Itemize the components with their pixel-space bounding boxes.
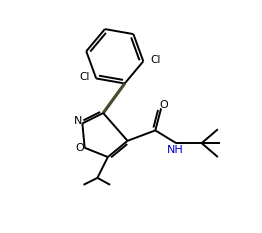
Text: O: O: [75, 143, 84, 153]
Text: Cl: Cl: [79, 72, 90, 82]
Text: N: N: [74, 116, 82, 126]
Text: Cl: Cl: [150, 55, 161, 65]
Text: O: O: [160, 100, 168, 110]
Text: NH: NH: [167, 145, 183, 155]
